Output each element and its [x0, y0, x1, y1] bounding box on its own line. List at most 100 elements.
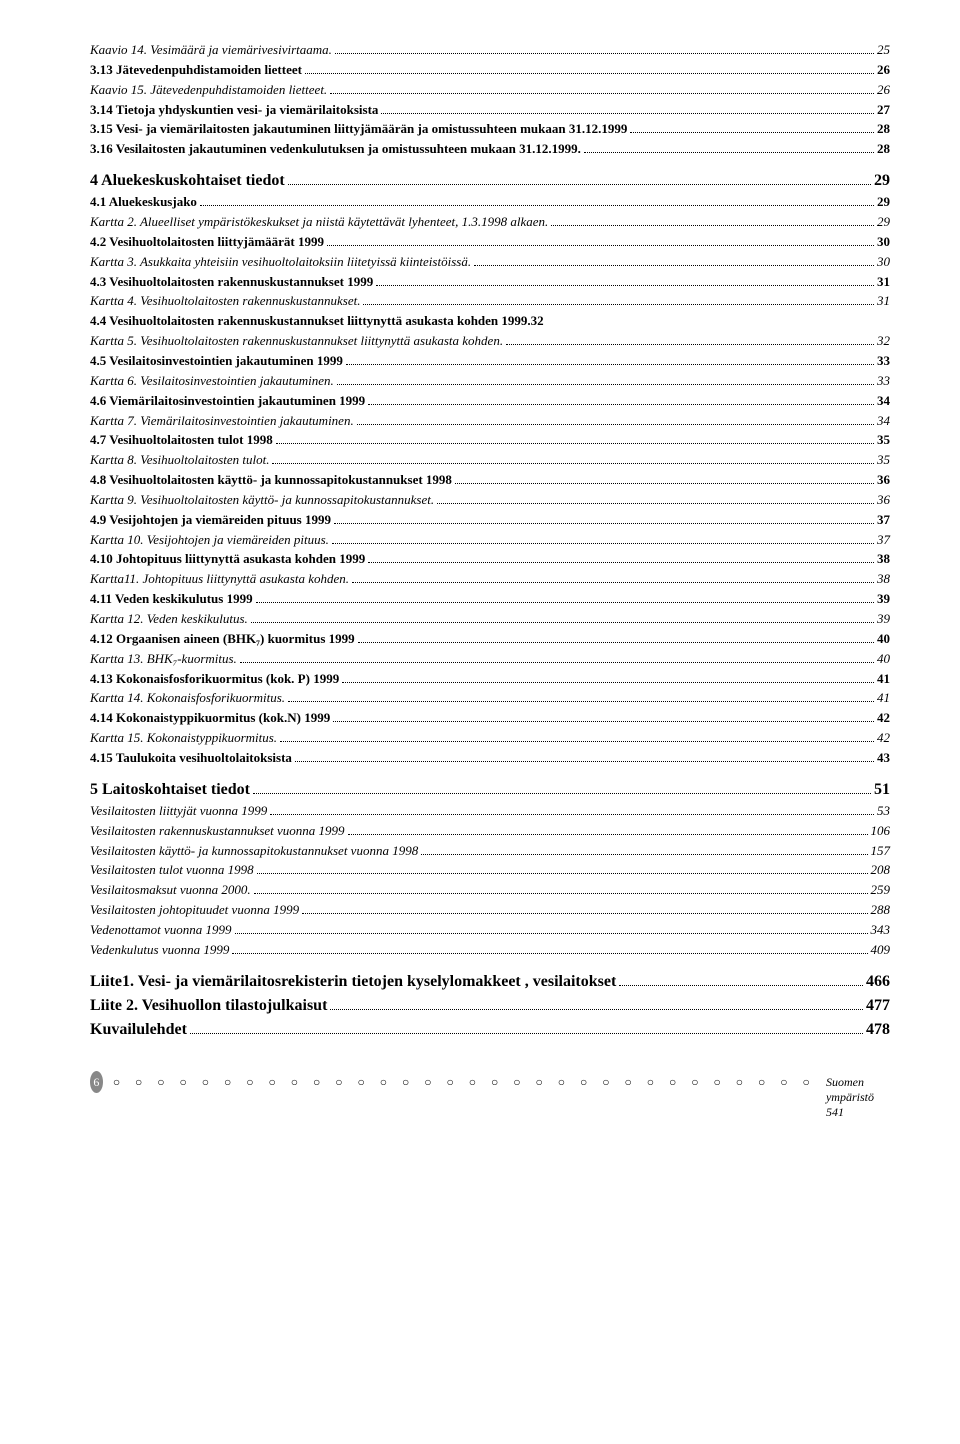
toc-entry: 4.5 Vesilaitosinvestointien jakautuminen…	[90, 352, 890, 371]
toc-leader	[376, 285, 874, 286]
toc-leader	[256, 602, 874, 603]
toc-leader	[251, 622, 874, 623]
toc-label: Kartta 7. Viemärilaitosinvestointien jak…	[90, 412, 354, 431]
toc-label: 4.1 Aluekeskusjako	[90, 193, 197, 212]
toc-label: Kartta 13. BHK₇-kuormitus.	[90, 650, 237, 669]
toc-page: 34	[877, 412, 890, 431]
toc-entry: Vesilaitosten käyttö- ja kunnossapitokus…	[90, 842, 890, 861]
toc-leader	[363, 304, 874, 305]
toc-entry: 3.13 Jätevedenpuhdistamoiden lietteet26	[90, 61, 890, 80]
toc-leader	[333, 721, 874, 722]
toc-entry: 4.12 Orgaanisen aineen (BHK₇) kuormitus …	[90, 630, 890, 649]
footer-text: Suomen ympäristö 541	[826, 1075, 890, 1120]
toc-page: 343	[871, 921, 891, 940]
toc-label: 4.11 Veden keskikulutus 1999	[90, 590, 253, 609]
toc-page: 41	[877, 689, 890, 708]
toc-page: 39	[877, 610, 890, 629]
toc-leader	[288, 184, 871, 185]
toc-label: 4.5 Vesilaitosinvestointien jakautuminen…	[90, 352, 343, 371]
toc-label: Kartta 3. Asukkaita yhteisiin vesihuolto…	[90, 253, 471, 272]
toc-page: 27	[877, 101, 890, 120]
toc-leader	[190, 1033, 863, 1034]
toc-label: 4.6 Viemärilaitosinvestointien jakautumi…	[90, 392, 365, 411]
toc-label: 4.3 Vesihuoltolaitosten rakennuskustannu…	[90, 273, 373, 292]
toc-entry: Vedenkulutus vuonna 1999 409	[90, 941, 890, 960]
toc-leader	[327, 245, 874, 246]
toc-leader	[305, 73, 874, 74]
toc-entry: Vesilaitosmaksut vuonna 2000.259	[90, 881, 890, 900]
toc-entry: 4.15 Taulukoita vesihuoltolaitoksista43	[90, 749, 890, 768]
toc-label: 3.15 Vesi- ja viemärilaitosten jakautumi…	[90, 120, 627, 139]
toc-entry: Kartta 15. Kokonaistyppikuormitus.42	[90, 729, 890, 748]
toc-leader	[270, 814, 874, 815]
toc-entry: 3.14 Tietoja yhdyskuntien vesi- ja viemä…	[90, 101, 890, 120]
toc-entry: Kartta 7. Viemärilaitosinvestointien jak…	[90, 412, 890, 431]
toc-entry: Vesilaitosten tulot vuonna 1998208	[90, 861, 890, 880]
toc-label: 4.10 Johtopituus liittynyttä asukasta ko…	[90, 550, 365, 569]
toc-label: Liite 2. Vesihuollon tilastojulkaisut	[90, 994, 327, 1017]
toc-page: 466	[866, 970, 890, 993]
toc-page: 30	[877, 233, 890, 252]
toc-leader	[368, 562, 874, 563]
toc-leader	[346, 364, 874, 365]
toc-leader	[381, 113, 874, 114]
toc-page: 33	[877, 352, 890, 371]
toc-label: 4.2 Vesihuoltolaitosten liittyjämäärät 1…	[90, 233, 324, 252]
toc-entry: Kartta 3. Asukkaita yhteisiin vesihuolto…	[90, 253, 890, 272]
toc-leader	[295, 761, 874, 762]
toc-page: 35	[877, 451, 890, 470]
toc-page: 41	[877, 670, 890, 689]
toc-entry: Vesilaitosten johtopituudet vuonna 1999 2…	[90, 901, 890, 920]
toc-entry: Kartta 5. Vesihuoltolaitosten rakennusku…	[90, 332, 890, 351]
toc-entry: 4.8 Vesihuoltolaitosten käyttö- ja kunno…	[90, 471, 890, 490]
toc-entry: Vesilaitosten liittyjät vuonna 199953	[90, 802, 890, 821]
toc-label: 3.14 Tietoja yhdyskuntien vesi- ja viemä…	[90, 101, 378, 120]
toc-page: 36	[877, 491, 890, 510]
toc-label: Kartta 12. Veden keskikulutus.	[90, 610, 248, 629]
toc-entry: 3.16 Vesilaitosten jakautuminen vedenkul…	[90, 140, 890, 159]
toc-label: 4.15 Taulukoita vesihuoltolaitoksista	[90, 749, 292, 768]
toc-label: Vedenkulutus vuonna 1999	[90, 941, 229, 960]
toc-page: 288	[871, 901, 891, 920]
toc-leader	[334, 523, 874, 524]
footer-dots: ○ ○ ○ ○ ○ ○ ○ ○ ○ ○ ○ ○ ○ ○ ○ ○ ○ ○ ○ ○ …	[113, 1075, 820, 1090]
toc-label: Kartta 2. Alueelliset ympäristökeskukset…	[90, 213, 548, 232]
toc-page: 409	[871, 941, 891, 960]
toc-label: Kartta 5. Vesihuoltolaitosten rakennusku…	[90, 332, 503, 351]
toc-entry: Kaavio 15. Jätevedenpuhdistamoiden liett…	[90, 81, 890, 100]
toc-leader	[240, 662, 874, 663]
toc-entry: 4.14 Kokonaistyppikuormitus (kok.N) 1999…	[90, 709, 890, 728]
toc-leader	[276, 443, 874, 444]
toc-label: Kartta 8. Vesihuoltolaitosten tulot.	[90, 451, 269, 470]
toc-page: 28	[877, 120, 890, 139]
toc-entry: Kartta 9. Vesihuoltolaitosten käyttö- ja…	[90, 491, 890, 510]
toc-leader	[272, 463, 874, 464]
toc-entry: Kartta 13. BHK₇-kuormitus. 40	[90, 650, 890, 669]
toc-entry: Kartta 12. Veden keskikulutus. 39	[90, 610, 890, 629]
page-footer: 6 ○ ○ ○ ○ ○ ○ ○ ○ ○ ○ ○ ○ ○ ○ ○ ○ ○ ○ ○ …	[90, 1071, 890, 1120]
toc-label: Vedenottamot vuonna 1999	[90, 921, 232, 940]
toc-entry: 4.4 Vesihuoltolaitosten rakennuskustannu…	[90, 312, 890, 331]
toc-page: 208	[871, 861, 891, 880]
toc-entry: Kartta 10. Vesijohtojen ja viemäreiden p…	[90, 531, 890, 550]
toc-entry: 4.2 Vesihuoltolaitosten liittyjämäärät 1…	[90, 233, 890, 252]
toc-leader	[421, 854, 867, 855]
toc-page: 26	[877, 81, 890, 100]
toc-entry: Kartta11. Johtopituus liittynyttä asukas…	[90, 570, 890, 589]
toc-entry: Liite 2. Vesihuollon tilastojulkaisut477	[90, 994, 890, 1017]
toc-leader	[506, 344, 874, 345]
toc-label: Kartta 14. Kokonaisfosforikuormitus.	[90, 689, 285, 708]
toc-label: 4.7 Vesihuoltolaitosten tulot 1998	[90, 431, 273, 450]
toc-entry: 4.11 Veden keskikulutus 199939	[90, 590, 890, 609]
toc-leader	[358, 642, 874, 643]
toc-entry: Kuvailulehdet478	[90, 1018, 890, 1041]
toc-leader	[352, 582, 874, 583]
toc-entry: Kartta 2. Alueelliset ympäristökeskukset…	[90, 213, 890, 232]
toc-page: 36	[877, 471, 890, 490]
toc-label: Vesilaitosten johtopituudet vuonna 1999	[90, 901, 299, 920]
toc-label: Kartta 6. Vesilaitosinvestointien jakaut…	[90, 372, 334, 391]
toc-page: 40	[877, 650, 890, 669]
toc-leader	[357, 424, 874, 425]
toc-page: 32	[531, 312, 544, 331]
toc-leader	[584, 152, 874, 153]
